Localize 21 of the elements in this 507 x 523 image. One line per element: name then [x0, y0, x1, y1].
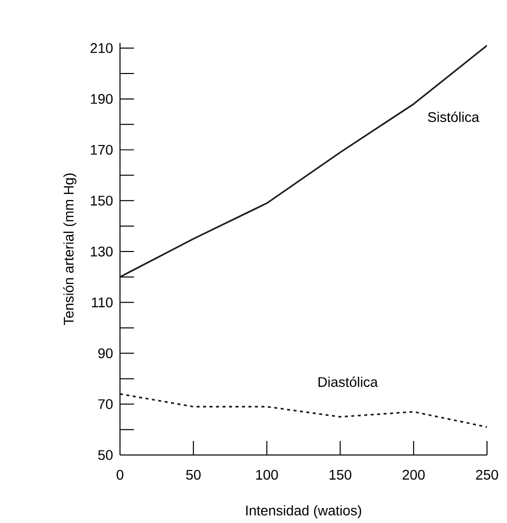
x-tick-label: 50 [186, 470, 201, 480]
y-tick-label: 50 [98, 450, 113, 460]
y-tick-label: 130 [90, 246, 113, 256]
y-axis-title: Tensión arterial (mm Hg) [63, 174, 76, 326]
x-tick-label: 250 [476, 470, 498, 480]
y-tick-label: 90 [98, 348, 113, 358]
series-label: Sistólica [428, 112, 480, 122]
y-tick-label: 70 [98, 399, 113, 410]
line-series [120, 44, 488, 278]
x-tick-label: 200 [402, 470, 425, 480]
y-tick-label: 170 [90, 144, 113, 155]
y-tick-label: 150 [90, 196, 113, 206]
x-tick-label: 100 [256, 470, 278, 480]
x-tick-label: 150 [330, 470, 352, 480]
y-tick-label: 210 [90, 43, 113, 54]
y-tick-label: 190 [90, 94, 113, 104]
y-tick-label: 110 [92, 297, 113, 308]
series-label: Diastólica [318, 376, 378, 387]
line-series [120, 393, 488, 428]
x-tick-label: 0 [116, 470, 124, 480]
x-axis-title: Intensidad (watios) [246, 505, 362, 518]
